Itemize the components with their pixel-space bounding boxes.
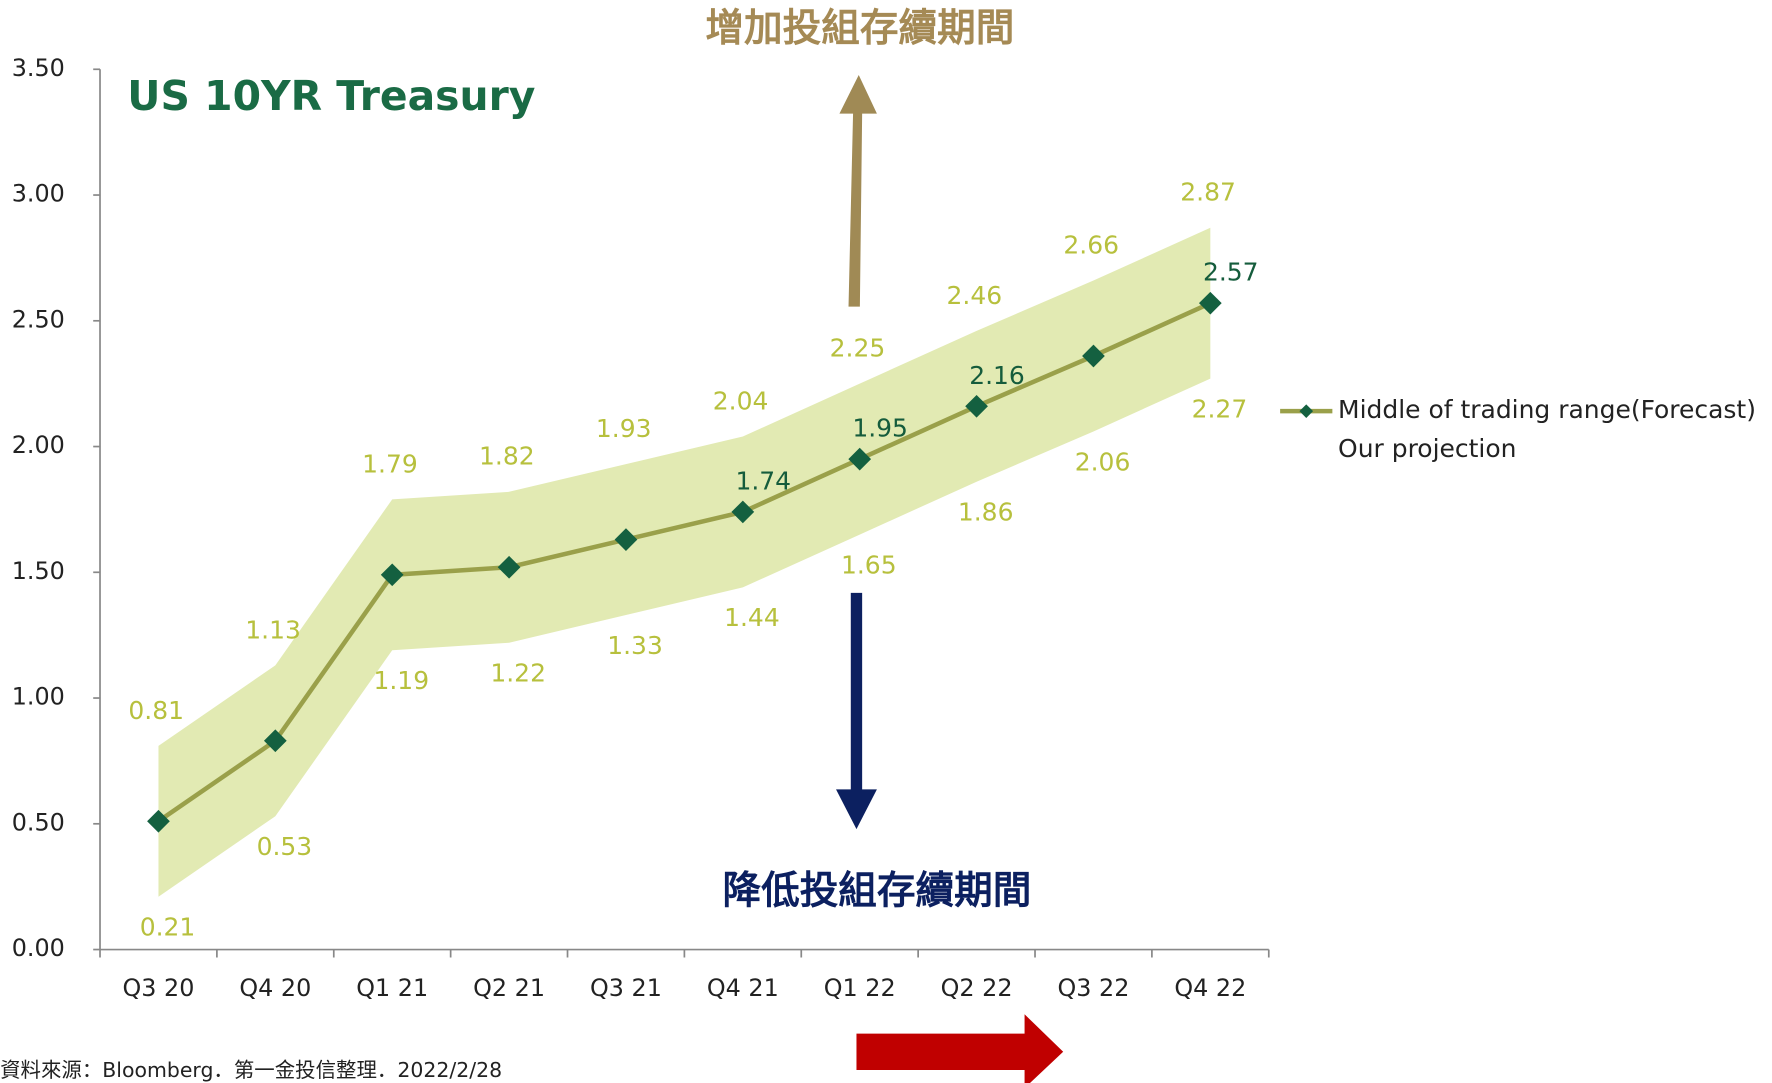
series-line (157, 301, 1212, 824)
chart-title: US 10YR Treasury (127, 72, 535, 120)
data-label: 0.21 (140, 913, 196, 942)
x-tick-label: Q4 21 (707, 974, 779, 1002)
data-label: 1.33 (607, 631, 663, 660)
legend-label: Middle of trading range(Forecast) (1338, 395, 1756, 424)
up-arrow (839, 74, 877, 307)
projection-band (158, 227, 1211, 897)
legend-label: Our projection (1338, 434, 1516, 463)
x-tick-label: Q3 21 (590, 974, 662, 1002)
y-tick-label: 2.50 (12, 305, 65, 333)
data-label: 1.74 (735, 466, 791, 495)
data-label: 1.82 (479, 442, 535, 471)
data-label: 1.13 (245, 615, 301, 644)
y-tick-label: 3.50 (12, 54, 65, 82)
data-point (965, 394, 988, 418)
y-tick-label: 2.00 (12, 431, 65, 459)
x-tick-label: Q2 21 (473, 974, 545, 1002)
data-label: 1.93 (596, 414, 652, 443)
y-tick-label: 0.50 (12, 808, 65, 836)
data-point (380, 563, 404, 587)
data-label: 2.27 (1192, 394, 1248, 423)
data-label: 1.95 (852, 414, 908, 443)
band-layer (158, 227, 1211, 897)
annotation: 增加投組存續期間 (705, 6, 1014, 51)
y-tick-label: 0.00 (12, 934, 65, 962)
data-label: 0.81 (128, 696, 184, 725)
data-label: 2.25 (830, 334, 886, 363)
data-point (497, 555, 521, 579)
data-point (731, 500, 755, 524)
data-label: 1.79 (362, 449, 418, 478)
down-arrow (836, 592, 877, 830)
data-label: 1.65 (841, 550, 897, 579)
x-tick-label: Q4 20 (239, 974, 311, 1002)
y-tick-label: 1.00 (12, 683, 65, 711)
data-label: 2.16 (969, 361, 1025, 390)
data-label: 2.04 (713, 386, 769, 415)
data-point (263, 729, 287, 753)
data-label: 1.44 (724, 603, 780, 632)
data-label: 2.06 (1075, 447, 1131, 476)
right-arrow (856, 1014, 1064, 1083)
x-tick-label: Q1 21 (356, 974, 428, 1002)
source-note: 資料來源：Bloomberg．第一金投信整理．2022/2/28 (0, 1058, 502, 1082)
x-tick-label: Q4 22 (1174, 974, 1246, 1002)
data-label: 2.57 (1203, 258, 1259, 287)
legend-marker (1299, 404, 1314, 418)
data-point (147, 809, 170, 833)
arrows (836, 74, 1064, 1083)
x-tick-label: Q3 22 (1058, 974, 1130, 1002)
data-point (1198, 291, 1222, 315)
data-label: 0.53 (257, 832, 313, 861)
data-label: 1.22 (490, 659, 546, 688)
data-label: 1.86 (958, 498, 1014, 527)
x-tick-label: Q2 22 (941, 974, 1013, 1002)
data-point (614, 528, 638, 551)
data-label: 2.66 (1063, 230, 1119, 259)
data-label: 1.19 (373, 666, 429, 695)
y-tick-label: 1.50 (12, 557, 65, 585)
data-label: 2.87 (1180, 178, 1236, 207)
data-label: 2.46 (947, 281, 1003, 310)
x-tick-label: Q3 20 (123, 974, 195, 1002)
y-tick-label: 3.00 (12, 180, 65, 208)
data-point (1082, 344, 1105, 368)
annotation: 降低投組存續期間 (722, 868, 1031, 913)
x-tick-label: Q1 22 (824, 974, 896, 1002)
data-point (848, 447, 872, 471)
